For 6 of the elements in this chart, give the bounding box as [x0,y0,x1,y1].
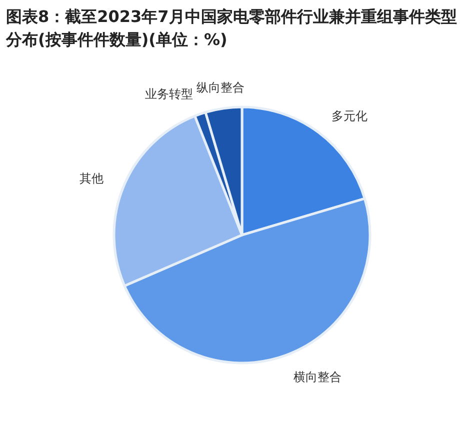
slice-label: 其他 [79,172,104,186]
slice-label: 横向整合 [293,370,342,384]
chart-title: 图表8：截至2023年7月中国家电零部件行业兼并重组事件类型分布(按事件件数量)(单位：%) [5,7,457,49]
slice-label: 多元化 [332,108,368,123]
slice-label: 纵向整合 [196,80,244,95]
slice-label: 业务转型 [144,87,193,102]
